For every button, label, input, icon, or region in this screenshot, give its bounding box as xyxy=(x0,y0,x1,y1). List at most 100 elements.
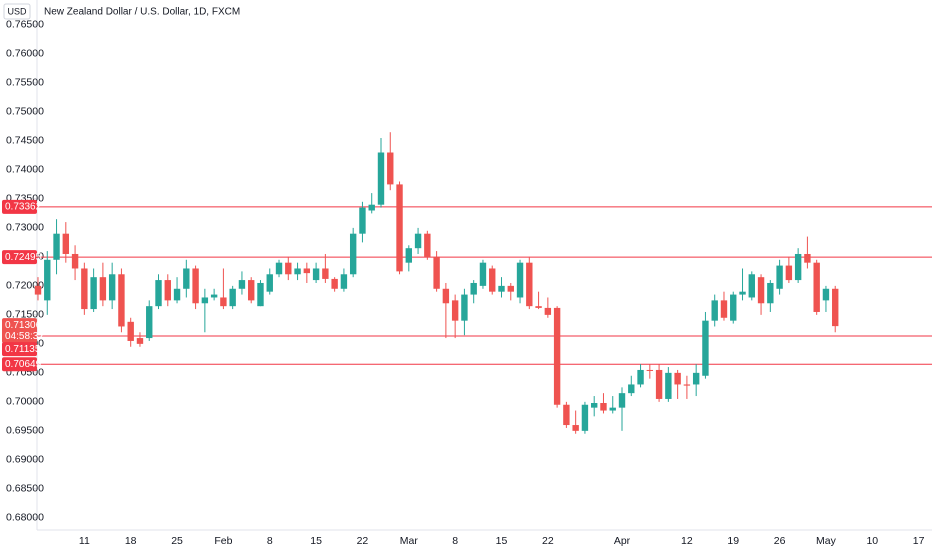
level-label-box xyxy=(2,357,37,372)
candle-body xyxy=(266,274,273,292)
candle-body xyxy=(822,288,830,301)
candle-body xyxy=(683,384,691,386)
candle-body xyxy=(90,277,97,310)
x-tick-label: 26 xyxy=(774,535,786,547)
x-tick-label: 15 xyxy=(310,535,322,547)
y-tick-label: 0.70000 xyxy=(6,396,44,408)
candle-body xyxy=(442,288,450,304)
candle-body xyxy=(127,321,134,341)
last-price: 0.71306 xyxy=(5,320,42,331)
y-tick-label: 0.75000 xyxy=(6,106,44,118)
candle-body xyxy=(248,280,255,301)
candle-body xyxy=(563,404,570,426)
y-tick-label: 0.69000 xyxy=(6,454,44,466)
candle-body xyxy=(618,393,626,408)
candle-body xyxy=(146,306,153,339)
y-tick-label: 0.72000 xyxy=(6,280,44,292)
candle-body xyxy=(665,372,672,399)
level-label: 0.71135 xyxy=(5,344,41,355)
candle-body xyxy=(702,320,709,376)
y-tick-label: 0.74500 xyxy=(6,135,44,147)
candle-body xyxy=(424,233,431,257)
candle-body xyxy=(730,294,737,321)
x-tick-label: Mar xyxy=(400,535,419,547)
x-tick-label: 15 xyxy=(496,535,508,547)
y-tick-label: 0.68000 xyxy=(6,512,44,524)
candle-body xyxy=(229,288,236,307)
x-tick-label: 22 xyxy=(542,535,554,547)
candle-body xyxy=(331,278,338,289)
level-label-box xyxy=(2,250,37,265)
candle-body xyxy=(164,280,171,301)
candle-body xyxy=(461,294,468,321)
x-tick-label: May xyxy=(816,535,837,547)
x-tick-label: Apr xyxy=(614,535,631,547)
candle-body xyxy=(739,291,746,295)
candle-body xyxy=(813,262,820,312)
x-tick-label: Feb xyxy=(214,535,232,547)
x-tick-label: 25 xyxy=(171,535,183,547)
candle-body xyxy=(173,288,181,301)
candle-body xyxy=(34,285,42,295)
candle-body xyxy=(99,277,107,301)
level-label-box xyxy=(2,199,37,214)
candle-body xyxy=(192,268,199,304)
y-tick-label: 0.76500 xyxy=(6,19,44,31)
candle-body xyxy=(711,300,718,321)
x-tick-label: 12 xyxy=(681,535,693,547)
candle-body xyxy=(757,277,765,304)
last-price-box xyxy=(2,318,37,344)
x-tick-label: 17 xyxy=(913,535,925,547)
y-tick-label: 0.76000 xyxy=(6,48,44,60)
candle-body xyxy=(53,233,60,260)
candle-body xyxy=(748,274,755,298)
x-tick-label: 11 xyxy=(79,535,90,547)
candle-body xyxy=(396,184,403,272)
candle-body xyxy=(609,407,616,411)
candle-body xyxy=(183,268,190,289)
candle-body xyxy=(294,268,301,275)
x-tick-label: 18 xyxy=(125,535,137,547)
candle-body xyxy=(377,152,385,205)
candle-body xyxy=(794,253,802,281)
candle-body xyxy=(470,282,477,295)
candle-body xyxy=(507,285,514,292)
candle-body xyxy=(201,297,209,304)
y-tick-label: 0.74000 xyxy=(6,164,44,176)
candle-body xyxy=(785,265,793,281)
candle-body xyxy=(238,280,246,289)
candle-body xyxy=(71,253,79,269)
candle-body xyxy=(414,233,422,249)
candle-body xyxy=(118,274,125,327)
candle-body xyxy=(553,307,561,405)
x-tick-label: 19 xyxy=(727,535,739,547)
candle-body xyxy=(674,372,681,385)
candle-body xyxy=(220,297,227,307)
y-tick-label: 0.68500 xyxy=(6,483,44,495)
level-label: 0.70649 xyxy=(5,359,42,370)
level-label-box xyxy=(2,342,37,357)
candle-body xyxy=(136,338,144,344)
candle-body xyxy=(155,280,162,307)
candle-body xyxy=(804,253,811,263)
x-tick-label: 22 xyxy=(357,535,369,547)
candle-body xyxy=(312,268,320,281)
candle-body xyxy=(322,268,329,279)
x-tick-label: 10 xyxy=(866,535,878,547)
level-label: 0.72495 xyxy=(5,252,42,263)
candle-body xyxy=(832,288,839,327)
candle-body xyxy=(108,274,116,301)
y-tick-label: 0.73000 xyxy=(6,222,44,234)
candle-body xyxy=(655,369,663,399)
y-tick-label: 0.69500 xyxy=(6,425,44,437)
candle-body xyxy=(303,268,311,274)
candle-body xyxy=(767,282,774,304)
candle-body xyxy=(210,294,218,298)
candle-body xyxy=(628,384,635,394)
candle-body xyxy=(62,233,70,254)
candle-body xyxy=(489,268,496,292)
candle-body xyxy=(81,268,88,310)
